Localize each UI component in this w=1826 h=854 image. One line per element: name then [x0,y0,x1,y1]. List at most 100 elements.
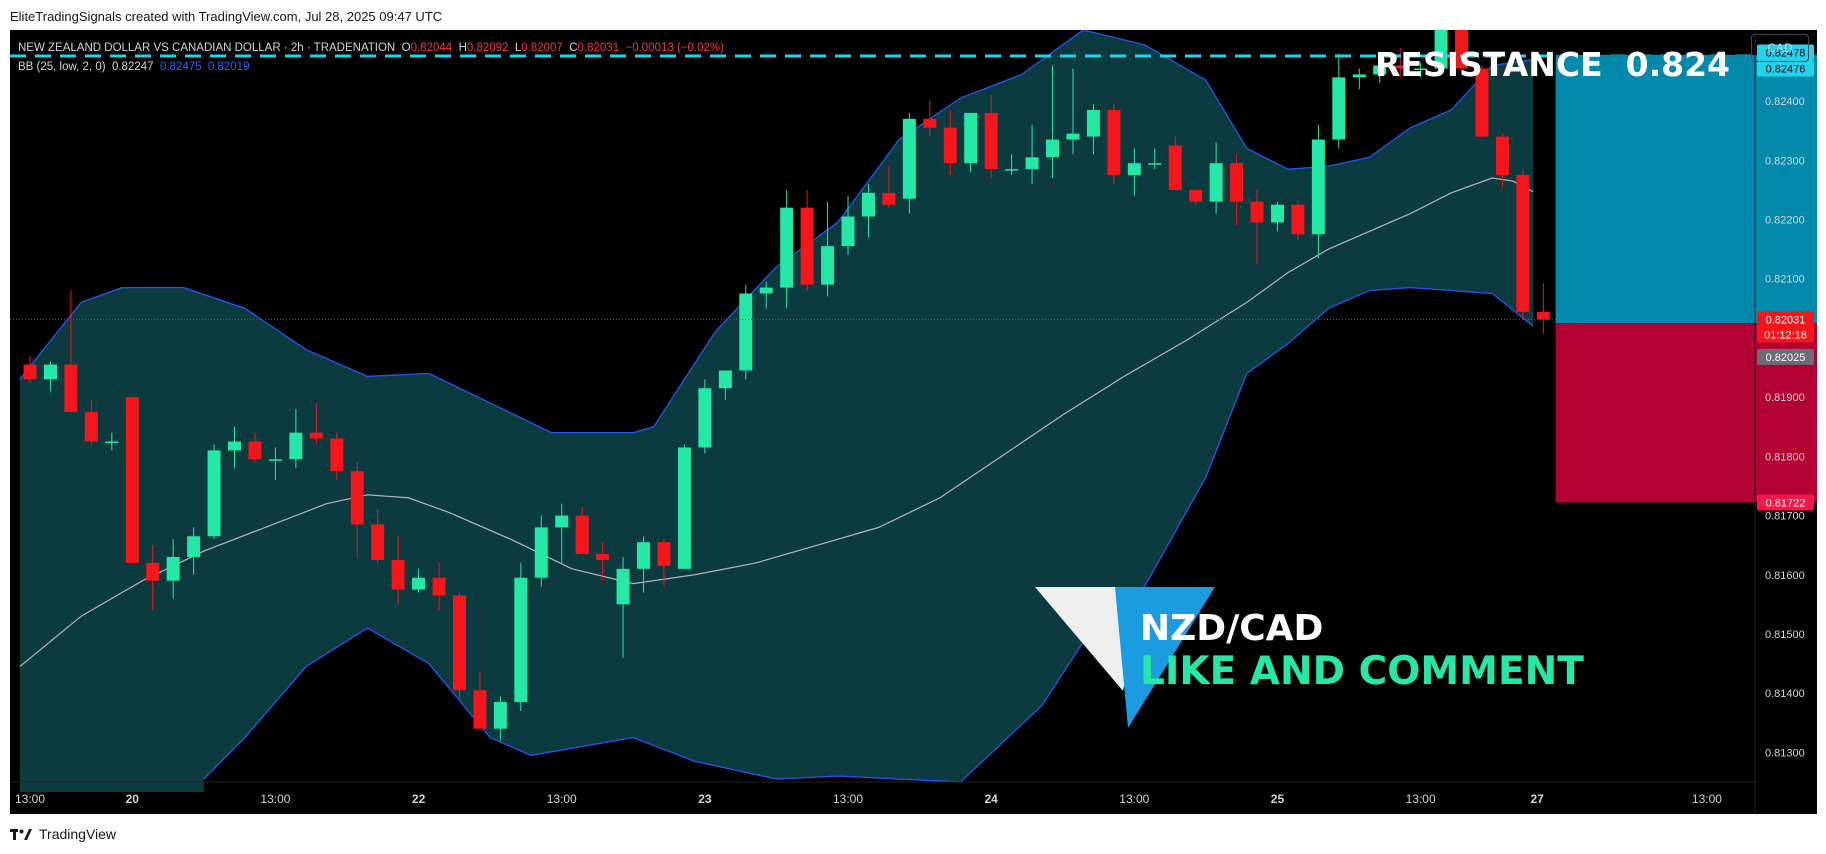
time-tick-label: 25 [1271,792,1285,806]
candle [943,109,957,176]
candle [248,432,262,463]
legend-close-label: C [569,42,578,54]
price-tag-label: 01:12:18 [1764,329,1807,341]
legend-indicator-row[interactable]: BB (25, low, 2, 0) 0.82247 0.82475 0.820… [18,58,724,77]
candle [964,112,978,173]
candle [1495,133,1509,187]
cta-label: LIKE AND COMMENT [1140,649,1584,694]
time-tick-label: 23 [698,792,712,806]
candle [780,189,794,309]
candle-body [923,118,937,128]
candle-body [759,287,773,294]
price-tick-label: 0.81300 [1765,747,1805,759]
candle [289,408,303,469]
candle [575,506,589,555]
price-tag: 0.82025 [1757,348,1814,365]
candle-body [1107,109,1121,176]
candle [718,370,732,401]
legend-close-value: 0.82031 [577,42,620,54]
bb-upper-line [19,30,1534,434]
currency-button[interactable]: CAD [1751,34,1809,62]
candle-body [1434,30,1448,69]
candle-body [902,118,916,199]
price-tag-bg [1757,348,1814,365]
price-axis: 0.81300 0.81400 0.81500 0.81600 0.81700 0.818… [1754,30,1814,814]
brand-name: TradingView [39,826,117,842]
candle-body [330,438,344,472]
candle-body [1332,77,1346,140]
candle [534,515,548,587]
candle [882,166,896,208]
time-tick-label: 13:00 [1692,792,1722,806]
legend-bb-basis: 0.82247 [111,61,154,73]
candle [23,355,37,383]
time-tick-label: 13:00 [833,792,863,806]
candle [923,101,937,137]
price-tag-bg [1757,311,1814,328]
legend-high-value: 0.82092 [466,42,509,54]
time-tick-label: 13:00 [1119,792,1149,806]
candle-body [1168,145,1182,190]
candle [1066,68,1080,155]
price-tag: 0.82478 [1757,44,1814,61]
price-tag-bg [1757,494,1814,511]
candle [555,503,569,563]
candle [1414,62,1428,78]
candle-body [677,447,691,569]
candle [616,556,630,658]
candle [371,509,385,563]
price-tick-label: 0.81600 [1765,570,1805,582]
time-axis: 13:00 20 13:00 22 13:00 23 13:00 24 13:00 25 13:00… [10,781,1755,806]
candle-body [105,441,119,444]
candle-body [452,595,466,691]
candle-body [1455,30,1469,69]
price-tag: 01:12:18 [1757,326,1814,343]
candle [1148,148,1162,170]
candle-body [1414,68,1428,70]
candle [412,568,426,593]
price-tag-label: 0.82476 [1766,63,1806,75]
candle [1025,124,1039,184]
resistance-label: RESISTANCE 0.824 [1375,45,1730,84]
candle-body [248,441,262,460]
candle [268,447,282,481]
candle-body [391,559,405,590]
candle [1332,53,1346,149]
price-tag-label: 0.82478 [1766,48,1806,60]
chart-attribution: EliteTradingSignals created with Trading… [10,9,443,24]
candle-body [1291,204,1305,235]
candle-body [1536,311,1550,320]
legend-low-value: 0.82007 [521,42,563,54]
candle-body [166,556,180,581]
candle [432,562,446,611]
tradingview-logo-icon [10,829,32,840]
pair-label: NZD/CAD [1140,608,1323,649]
bb-lower-line [203,286,1534,783]
candle-body [555,515,569,528]
candle-body [23,364,37,380]
candle-body [207,450,221,537]
candle-body [1475,68,1489,137]
price-tag-label: 0.81722 [1766,498,1806,510]
price-tick-label: 0.82400 [1765,96,1805,108]
candle-body [698,388,712,448]
candle-body [187,536,201,557]
candle [64,290,78,412]
candle-body [739,293,753,371]
candle-body [84,411,98,442]
candle-body [1230,163,1244,202]
chart-panel[interactable]: RESISTANCE 0.824 NZD/CAD LIKE AND COMMENT … [10,30,1817,814]
candle-body [1250,201,1264,223]
price-tick-label: 0.82300 [1765,155,1805,167]
time-tick-label: 13:00 [1406,792,1436,806]
candle-body [964,112,978,164]
candle-body [800,207,814,285]
candle [1434,30,1448,75]
tradingview-brand[interactable]: TradingView [10,826,116,842]
candle-body [64,364,78,412]
candle-body [534,527,548,578]
candle [1311,124,1325,258]
legend-bb-lower: 0.82019 [207,61,250,73]
candle [739,284,753,380]
